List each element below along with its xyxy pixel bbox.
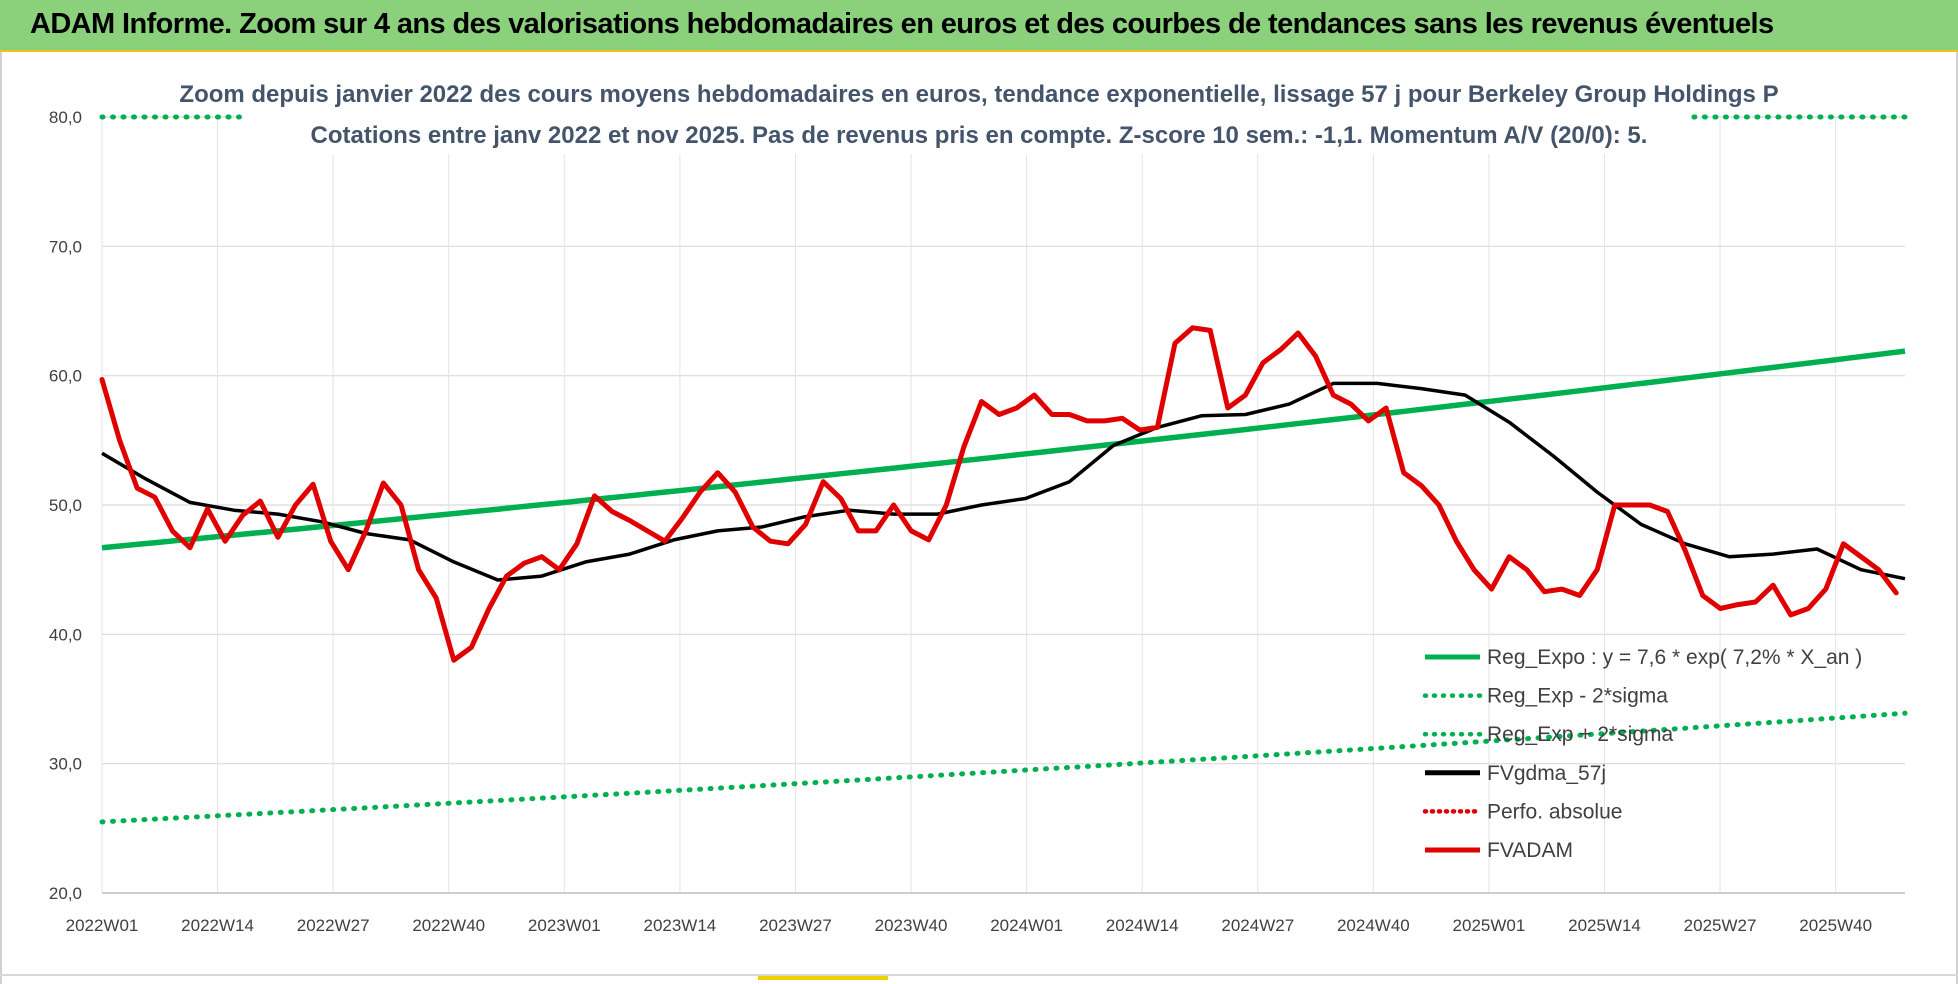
y-tick-label: 40,0 [49, 625, 82, 644]
legend-perfo-absolue-label: Perfo. absolue [1487, 800, 1622, 823]
chart-bottom-rule [0, 974, 1958, 976]
report-banner: ADAM Informe. Zoom sur 4 ans des valoris… [0, 0, 1958, 52]
x-tick-label: 2025W40 [1799, 916, 1872, 935]
y-tick-label: 30,0 [49, 755, 82, 774]
chart-title-line1: Zoom depuis janvier 2022 des cours moyen… [179, 81, 1778, 108]
legend-reg-exp-plus-label: Reg_Exp + 2*sigma [1487, 723, 1674, 746]
y-tick-label: 80,0 [49, 108, 82, 127]
series-fvadam [99, 325, 1899, 663]
y-tick-label: 20,0 [49, 884, 82, 903]
x-tick-label: 2024W27 [1221, 916, 1294, 935]
x-tick-label: 2023W27 [759, 916, 832, 935]
series-reg-exp-minus-2sigma [99, 710, 1908, 825]
y-tick-label: 60,0 [49, 367, 82, 386]
chart-frame [0, 52, 1958, 984]
x-tick-label: 2024W01 [990, 916, 1063, 935]
x-tick-label: 2025W27 [1684, 916, 1757, 935]
x-tick-label: 2022W40 [412, 916, 485, 935]
x-tick-label: 2022W14 [181, 916, 254, 935]
legend-fvgdma-label: FVgdma_57j [1487, 762, 1606, 785]
legend-reg-exp-minus-label: Reg_Exp - 2*sigma [1487, 685, 1668, 708]
axes: 20,0 30,0 40,0 50,0 60,0 70,0 80,0 2022W01 2022W… [49, 108, 1905, 935]
report-title: ADAM Informe. Zoom sur 4 ans des valoris… [30, 8, 1774, 40]
subtitle-backdrop [238, 72, 1700, 154]
legend: Reg_Expo : y = 7,6 * exp( 7,2% * X_an ) R… [1422, 646, 1862, 862]
x-tick-label: 2023W01 [528, 916, 601, 935]
y-tick-label: 50,0 [49, 496, 82, 515]
x-tick-label: 2023W40 [875, 916, 948, 935]
chart-title-line2: Cotations entre janv 2022 et nov 2025. P… [311, 122, 1648, 149]
legend-fvadam-label: FVADAM [1487, 839, 1573, 862]
series-fvgdma-57j [101, 381, 1906, 582]
series [99, 114, 1908, 825]
legend-reg-expo-label: Reg_Expo : y = 7,6 * exp( 7,2% * X_an ) [1487, 646, 1862, 669]
x-tick-label: 2022W01 [66, 916, 139, 935]
x-tick-label: 2024W40 [1337, 916, 1410, 935]
y-tick-label: 70,0 [49, 237, 82, 256]
x-tick-label: 2023W14 [643, 916, 716, 935]
x-tick-label: 2022W27 [297, 916, 370, 935]
x-tick-label: 2025W14 [1568, 916, 1641, 935]
x-tick-label: 2024W14 [1106, 916, 1179, 935]
x-tick-label: 2025W01 [1453, 916, 1526, 935]
chart-bottom-accent [758, 976, 888, 980]
